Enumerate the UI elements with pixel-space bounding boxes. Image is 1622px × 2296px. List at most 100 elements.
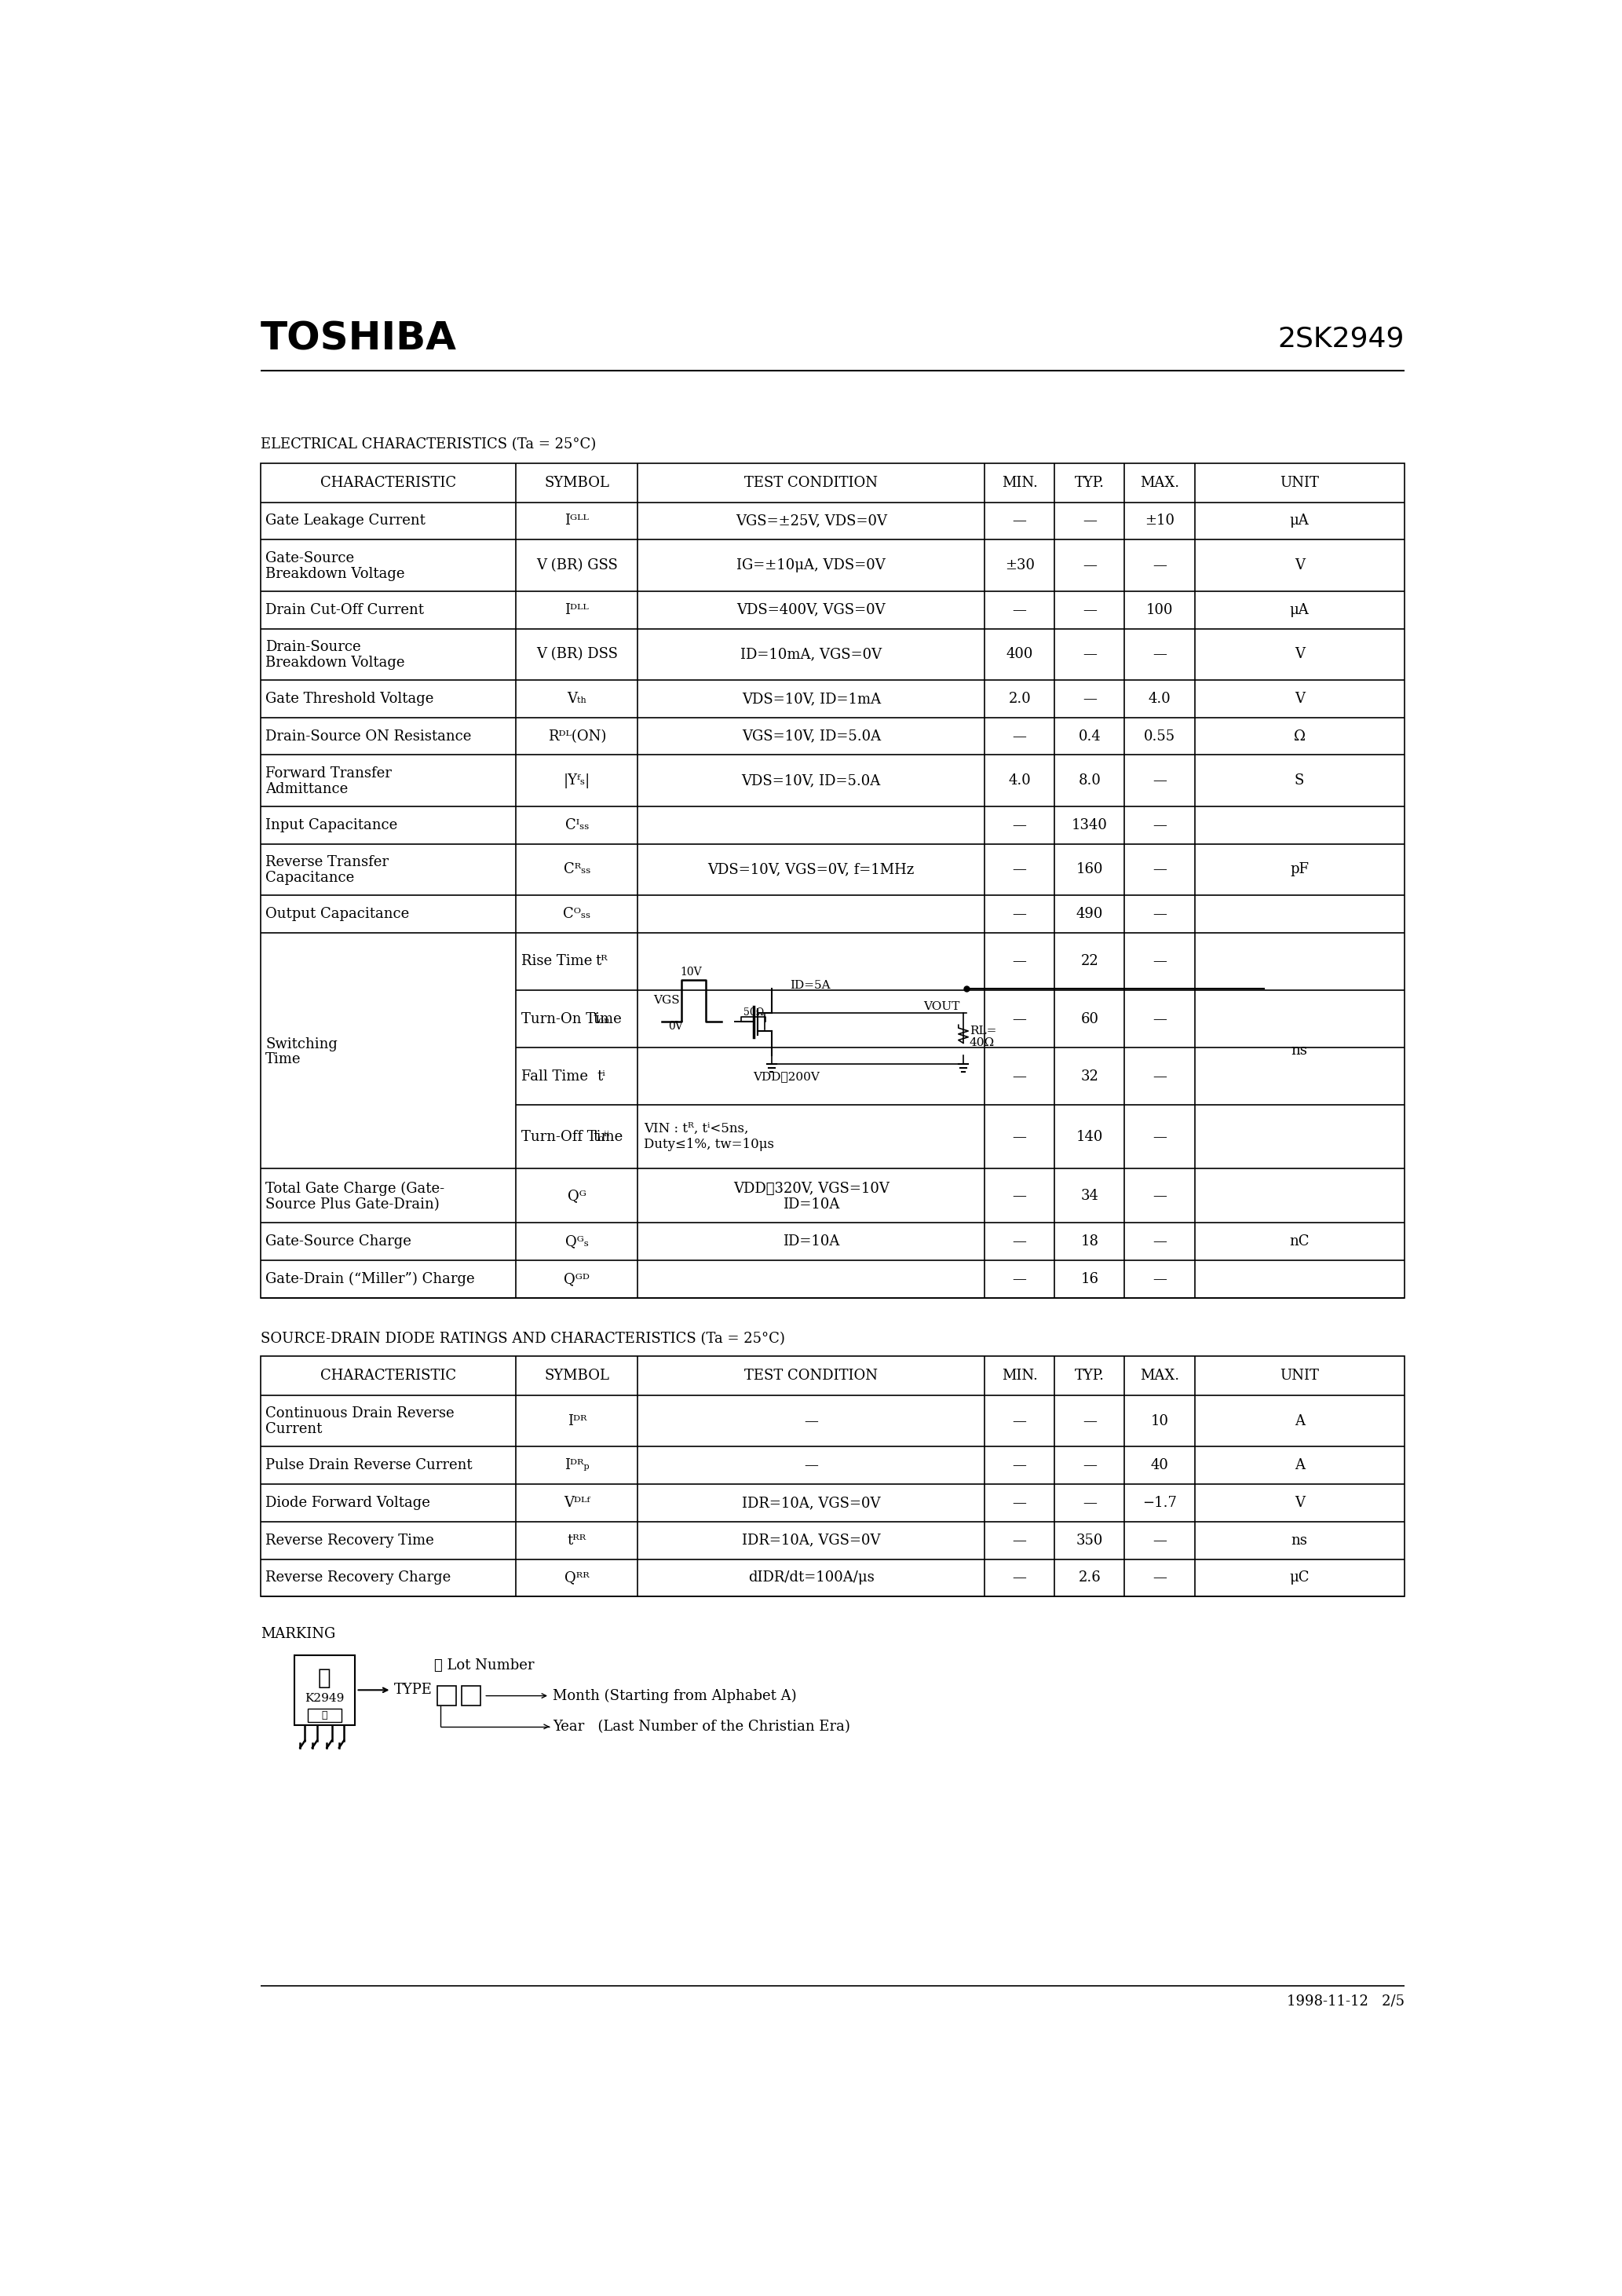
Text: —: — <box>1012 955 1027 969</box>
Text: ※: ※ <box>321 1711 328 1720</box>
Text: Cᴼₛₛ: Cᴼₛₛ <box>563 907 590 921</box>
Text: 40: 40 <box>1150 1458 1168 1472</box>
Text: —: — <box>1153 907 1166 921</box>
Text: —: — <box>1153 1534 1166 1548</box>
Text: ELECTRICAL CHARACTERISTICS (Ta = 25°C): ELECTRICAL CHARACTERISTICS (Ta = 25°C) <box>261 439 595 452</box>
Text: 60: 60 <box>1080 1013 1098 1026</box>
Text: VGS: VGS <box>654 994 680 1006</box>
Text: ±30: ±30 <box>1004 558 1035 572</box>
Text: —: — <box>1012 817 1027 831</box>
Text: —: — <box>1153 1272 1166 1286</box>
Text: Current: Current <box>266 1424 323 1437</box>
Text: —: — <box>1082 558 1096 572</box>
Text: Drain-Source: Drain-Source <box>266 641 362 654</box>
Text: 0.4: 0.4 <box>1079 730 1101 744</box>
Text: Gate Threshold Voltage: Gate Threshold Voltage <box>266 691 433 705</box>
Text: TYP.: TYP. <box>1075 1368 1105 1382</box>
Text: Total Gate Charge (Gate-: Total Gate Charge (Gate- <box>266 1182 444 1196</box>
Text: Duty≤1%, tᴡ=10μs: Duty≤1%, tᴡ=10μs <box>644 1139 774 1150</box>
Text: —: — <box>1153 863 1166 877</box>
Text: IDR=10A, VGS=0V: IDR=10A, VGS=0V <box>741 1495 881 1511</box>
Text: dIDR/dt=100A/μs: dIDR/dt=100A/μs <box>748 1570 874 1584</box>
Text: Iᴰᴿₚ: Iᴰᴿₚ <box>564 1458 589 1472</box>
Text: 8.0: 8.0 <box>1079 774 1101 788</box>
Text: pF: pF <box>1289 863 1309 877</box>
Text: V: V <box>1294 647 1304 661</box>
Text: Diode Forward Voltage: Diode Forward Voltage <box>266 1495 430 1511</box>
Text: ns: ns <box>1291 1045 1307 1058</box>
Text: —: — <box>1012 1272 1027 1286</box>
Text: Continuous Drain Reverse: Continuous Drain Reverse <box>266 1407 454 1421</box>
Text: Reverse Transfer: Reverse Transfer <box>266 854 389 870</box>
Text: 2.6: 2.6 <box>1079 1570 1101 1584</box>
Text: 1340: 1340 <box>1072 817 1108 831</box>
Text: V: V <box>1294 558 1304 572</box>
Text: TOSHIBA: TOSHIBA <box>261 319 457 358</box>
Text: Vₜₕ: Vₜₕ <box>568 691 587 705</box>
Text: Iᴰᴸᴸ: Iᴰᴸᴸ <box>564 604 589 618</box>
Text: 4.0: 4.0 <box>1009 774 1032 788</box>
Text: 10V: 10V <box>680 967 702 978</box>
Text: Gate Leakage Current: Gate Leakage Current <box>266 514 425 528</box>
Text: Rᴰᴸ(ON): Rᴰᴸ(ON) <box>548 730 607 744</box>
Text: 1998-11-12   2/5: 1998-11-12 2/5 <box>1286 1993 1405 2009</box>
Text: |Yᶠₛ|: |Yᶠₛ| <box>563 774 590 788</box>
Text: SYMBOL: SYMBOL <box>545 475 610 489</box>
Text: CHARACTERISTIC: CHARACTERISTIC <box>321 1368 456 1382</box>
Text: ±10: ±10 <box>1145 514 1174 528</box>
Text: Drain-Source ON Resistance: Drain-Source ON Resistance <box>266 730 472 744</box>
Text: TYP.: TYP. <box>1075 475 1105 489</box>
Text: μC: μC <box>1289 1570 1309 1584</box>
Text: 0.55: 0.55 <box>1144 730 1176 744</box>
Text: 10: 10 <box>1150 1414 1168 1428</box>
Text: 50Ω: 50Ω <box>743 1008 764 1017</box>
Text: Iᴰᴿ: Iᴰᴿ <box>568 1414 587 1428</box>
Text: MAX.: MAX. <box>1140 1368 1179 1382</box>
Text: —: — <box>1082 604 1096 618</box>
Text: Gate-Drain (“Miller”) Charge: Gate-Drain (“Miller”) Charge <box>266 1272 475 1286</box>
Text: —: — <box>1012 1235 1027 1249</box>
Text: −1.7: −1.7 <box>1142 1495 1176 1511</box>
Text: A: A <box>1294 1414 1304 1428</box>
Text: —: — <box>1082 1414 1096 1428</box>
Bar <box>261 1357 1405 1596</box>
Text: μA: μA <box>1289 514 1309 528</box>
Text: CHARACTERISTIC: CHARACTERISTIC <box>321 475 456 489</box>
Text: 0V: 0V <box>668 1022 683 1031</box>
Text: K2949: K2949 <box>305 1694 344 1704</box>
Text: tᴿᴿ: tᴿᴿ <box>568 1534 587 1548</box>
Text: VGS=±25V, VDS=0V: VGS=±25V, VDS=0V <box>735 514 887 528</box>
Text: 18: 18 <box>1080 1235 1098 1249</box>
Text: —: — <box>1012 863 1027 877</box>
Text: tₒⁱⁱ: tₒⁱⁱ <box>594 1130 610 1143</box>
Text: ID=10mA, VGS=0V: ID=10mA, VGS=0V <box>741 647 882 661</box>
Text: ID=10A: ID=10A <box>783 1235 840 1249</box>
Text: —: — <box>1082 1495 1096 1511</box>
Text: Cᴿₛₛ: Cᴿₛₛ <box>563 863 590 877</box>
Text: —: — <box>1153 1570 1166 1584</box>
Text: Rise Time: Rise Time <box>521 955 592 969</box>
Text: UNIT: UNIT <box>1280 1368 1319 1382</box>
Text: ID=5A: ID=5A <box>790 980 830 992</box>
Text: 100: 100 <box>1147 604 1173 618</box>
Text: 34: 34 <box>1080 1189 1098 1203</box>
Text: —: — <box>1153 1235 1166 1249</box>
Text: MIN.: MIN. <box>1001 1368 1038 1382</box>
Text: —: — <box>1012 907 1027 921</box>
Text: Month (Starting from Alphabet A): Month (Starting from Alphabet A) <box>553 1688 796 1704</box>
Text: Capacitance: Capacitance <box>266 870 354 884</box>
Text: IG=±10μA, VDS=0V: IG=±10μA, VDS=0V <box>736 558 886 572</box>
Text: Turn-Off Time: Turn-Off Time <box>521 1130 623 1143</box>
Text: Drain Cut-Off Current: Drain Cut-Off Current <box>266 604 423 618</box>
Text: VDS=10V, ID=5.0A: VDS=10V, ID=5.0A <box>741 774 881 788</box>
Text: 40Ω: 40Ω <box>970 1038 994 1049</box>
Text: V: V <box>1294 1495 1304 1511</box>
Bar <box>461 1685 480 1706</box>
Text: VDS=400V, VGS=0V: VDS=400V, VGS=0V <box>736 604 886 618</box>
Text: tᴿ: tᴿ <box>595 955 608 969</box>
Text: Admittance: Admittance <box>266 783 349 797</box>
Text: Iᴳᴸᴸ: Iᴳᴸᴸ <box>564 514 589 528</box>
Text: —: — <box>805 1458 817 1472</box>
Text: Breakdown Voltage: Breakdown Voltage <box>266 657 406 670</box>
Text: Output Capacitance: Output Capacitance <box>266 907 409 921</box>
